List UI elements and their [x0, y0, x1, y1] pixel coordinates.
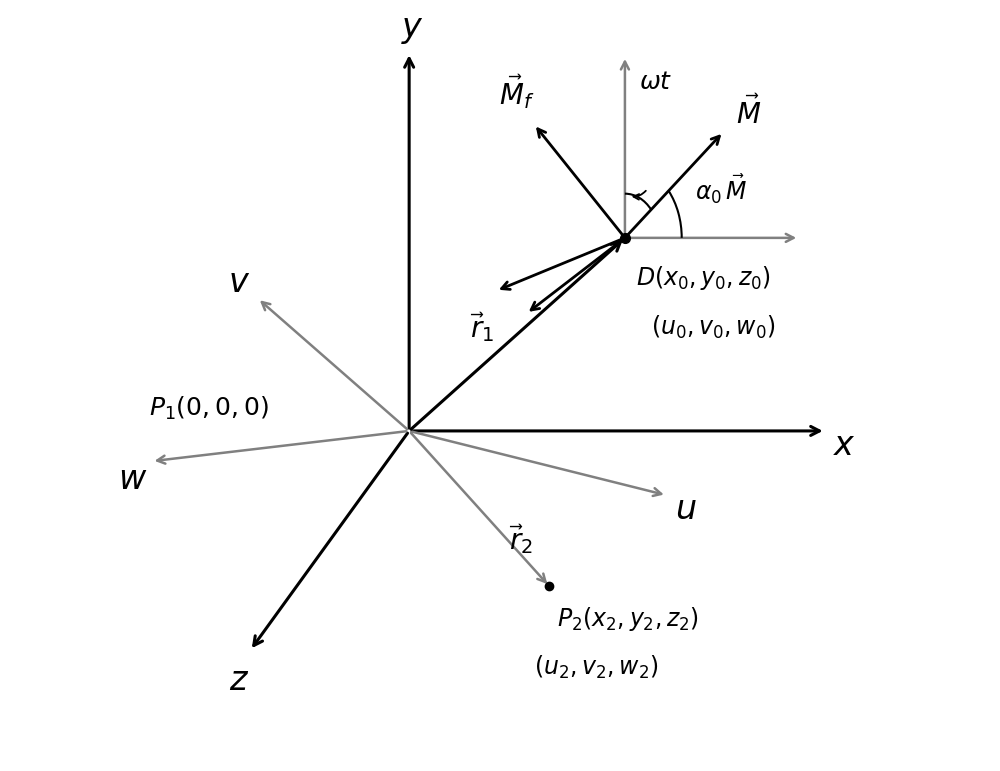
FancyArrowPatch shape	[412, 432, 661, 496]
Text: $x$: $x$	[833, 430, 856, 462]
Text: $y$: $y$	[401, 14, 424, 45]
Text: $(u_0, v_0, w_0)$: $(u_0, v_0, w_0)$	[651, 314, 776, 341]
FancyArrowPatch shape	[254, 433, 408, 645]
FancyArrowPatch shape	[531, 240, 623, 310]
Text: $D(x_0, y_0, z_0)$: $D(x_0, y_0, z_0)$	[636, 264, 771, 292]
FancyArrowPatch shape	[412, 426, 819, 436]
Text: $\omega t$: $\omega t$	[639, 71, 672, 94]
FancyArrowPatch shape	[627, 136, 719, 236]
Text: $z$: $z$	[229, 665, 249, 697]
FancyArrowPatch shape	[262, 302, 407, 429]
Text: $P_1(0,0,0)$: $P_1(0,0,0)$	[149, 395, 269, 422]
FancyArrowPatch shape	[502, 239, 622, 289]
Text: $\vec{r}_1$: $\vec{r}_1$	[470, 310, 494, 344]
FancyArrowPatch shape	[411, 433, 546, 582]
Text: $u$: $u$	[675, 494, 696, 527]
FancyArrowPatch shape	[157, 431, 406, 463]
FancyArrowPatch shape	[538, 129, 623, 236]
Text: $\alpha_0\,\vec{M}$: $\alpha_0\,\vec{M}$	[695, 172, 748, 206]
Text: $\vec{M}_f$: $\vec{M}_f$	[499, 72, 534, 112]
Text: $P_2(x_2, y_2, z_2)$: $P_2(x_2, y_2, z_2)$	[557, 605, 699, 633]
Text: $v$: $v$	[228, 268, 250, 299]
FancyArrowPatch shape	[411, 242, 620, 429]
Text: $\vec{r}_2$: $\vec{r}_2$	[509, 522, 534, 556]
FancyArrowPatch shape	[628, 234, 794, 242]
FancyArrowPatch shape	[405, 59, 414, 428]
FancyArrowPatch shape	[621, 62, 629, 235]
Text: $(u_2, v_2, w_2)$: $(u_2, v_2, w_2)$	[534, 655, 659, 682]
Text: $w$: $w$	[118, 464, 147, 497]
Text: $\vec{M}$: $\vec{M}$	[736, 96, 761, 130]
